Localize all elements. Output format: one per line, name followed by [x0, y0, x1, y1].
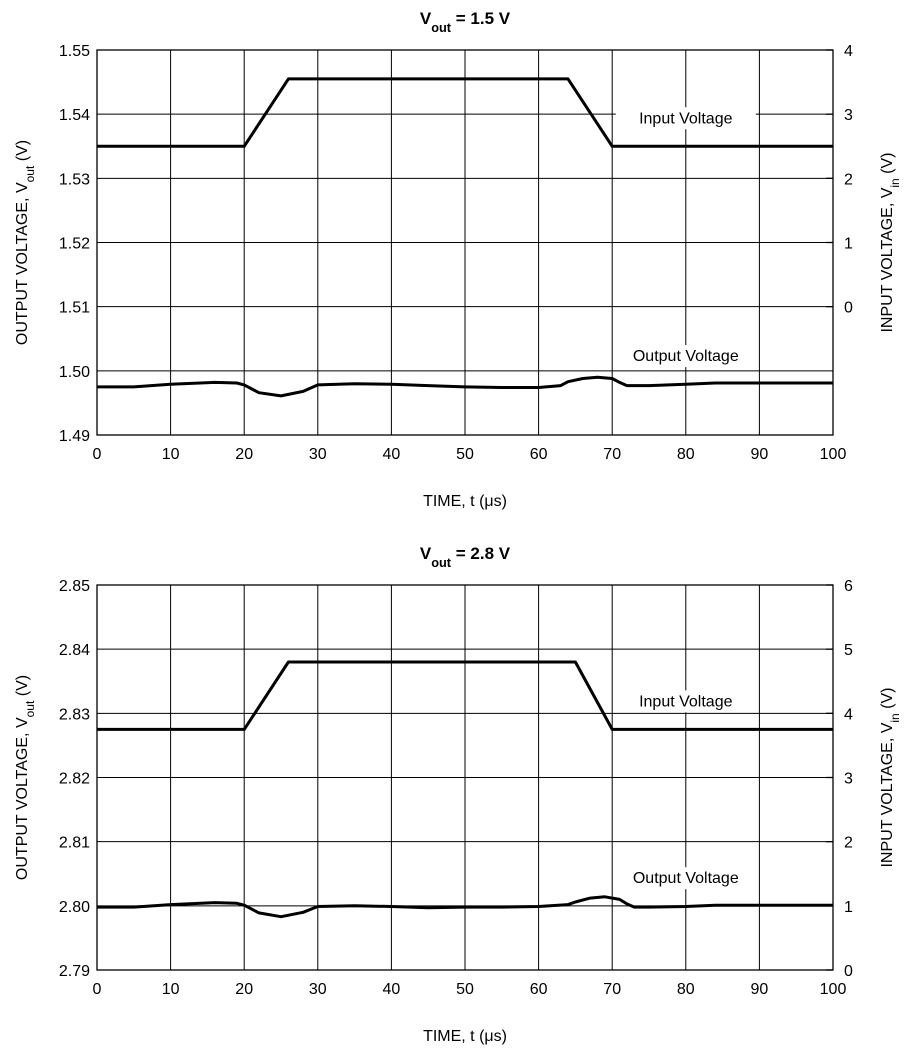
plot-frame [96, 584, 834, 971]
x-tick-label: 90 [751, 446, 769, 463]
label-rest: (V) [879, 152, 896, 178]
series-label-output-voltage: Output Voltage [633, 348, 739, 365]
label-rest: (V) [14, 140, 31, 166]
y-right-tick-label: 2 [844, 171, 853, 188]
y-left-tick-label: 1.52 [59, 236, 90, 253]
y-right-axis-label: INPUT VOLTAGE, Vin (V) [879, 152, 902, 332]
y-left-axis-label: OUTPUT VOLTAGE, Vout (V) [14, 675, 37, 880]
x-tick-label: 60 [530, 446, 548, 463]
chart-title: Vout = 1.5 V [420, 9, 511, 35]
x-tick-label: 20 [235, 446, 253, 463]
series-label-background [615, 345, 756, 368]
y-right-tick-label: 3 [844, 771, 853, 788]
y-right-tick-label: 4 [844, 706, 853, 723]
x-tick-label: 20 [235, 981, 253, 998]
label-rest: (V) [879, 687, 896, 713]
y-right-tick-label: 1 [844, 899, 853, 916]
label-main: INPUT VOLTAGE, V [879, 722, 896, 867]
y-left-tick-label: 2.84 [59, 642, 90, 659]
y-left-tick-label: 2.79 [59, 963, 90, 980]
y-left-tick-label: 2.81 [59, 835, 90, 852]
y-right-tick-label: 6 [844, 578, 853, 595]
label-main: V [420, 544, 432, 563]
y-left-tick-label: 1.49 [59, 428, 90, 445]
label-main: V [420, 9, 432, 28]
x-tick-label: 30 [309, 446, 327, 463]
y-left-tick-label: 2.82 [59, 771, 90, 788]
x-tick-label: 80 [677, 981, 695, 998]
y-left-tick-label: 2.85 [59, 578, 90, 595]
y-left-tick-label: 2.80 [59, 899, 90, 916]
series-label-input-voltage: Input Voltage [639, 693, 733, 710]
x-tick-label: 40 [383, 981, 401, 998]
chart-1: 0 10 20 30 40 50 60 70 80 90 1001.491.501.511.521.… [14, 9, 902, 510]
y-left-tick-label: 1.53 [59, 171, 90, 188]
label-rest: = 2.8 V [451, 544, 511, 563]
series-label-background [615, 690, 756, 713]
y-right-tick-label: 2 [844, 835, 853, 852]
x-tick-label: 70 [603, 981, 621, 998]
x-tick-label: 30 [309, 981, 327, 998]
x-tick-label: 100 [820, 446, 847, 463]
label-subscript: in [888, 713, 902, 722]
x-axis-label: TIME, t (μs) [423, 1028, 507, 1045]
y-right-tick-label: 0 [844, 300, 853, 317]
series-label-output-voltage: Output Voltage [633, 870, 739, 887]
label-main: INPUT VOLTAGE, V [879, 187, 896, 332]
x-tick-label: 50 [456, 446, 474, 463]
y-left-tick-label: 1.55 [59, 43, 90, 60]
y-right-tick-label: 4 [844, 43, 853, 60]
series-label-input-voltage: Input Voltage [639, 110, 733, 127]
x-tick-label: 50 [456, 981, 474, 998]
y-right-tick-label: 3 [844, 107, 853, 124]
x-tick-label: 0 [93, 446, 102, 463]
label-main: OUTPUT VOLTAGE, V [14, 182, 31, 345]
y-right-axis-label: INPUT VOLTAGE, Vin (V) [879, 687, 902, 867]
label-subscript: in [888, 178, 902, 187]
x-tick-label: 0 [93, 981, 102, 998]
label-subscript: out [23, 165, 37, 182]
x-tick-label: 70 [603, 446, 621, 463]
x-tick-label: 80 [677, 446, 695, 463]
y-left-tick-label: 1.51 [59, 300, 90, 317]
x-tick-label: 10 [162, 446, 180, 463]
plot-frame [96, 49, 834, 436]
x-tick-label: 60 [530, 981, 548, 998]
label-rest: (V) [14, 675, 31, 701]
label-subscript: out [431, 555, 452, 570]
y-left-tick-label: 1.54 [59, 107, 90, 124]
y-right-tick-label: 0 [844, 963, 853, 980]
y-right-tick-label: 1 [844, 236, 853, 253]
x-tick-label: 40 [383, 446, 401, 463]
series-label-background [615, 107, 756, 130]
series-output-voltage [97, 375, 833, 398]
x-tick-label: 10 [162, 981, 180, 998]
x-tick-label: 100 [820, 981, 847, 998]
label-subscript: out [23, 700, 37, 717]
series-input-voltage [97, 77, 833, 148]
series-label-background [615, 867, 756, 890]
series-input-voltage [97, 660, 833, 731]
y-right-tick-label: 5 [844, 642, 853, 659]
x-axis-label: TIME, t (μs) [423, 493, 507, 510]
label-main: OUTPUT VOLTAGE, V [14, 717, 31, 880]
chart-2: 0 10 20 30 40 50 60 70 80 90 1002.792.802.812.822.… [14, 544, 902, 1045]
chart-title: Vout = 2.8 V [420, 544, 511, 570]
label-rest: = 1.5 V [451, 9, 511, 28]
y-left-axis-label: OUTPUT VOLTAGE, Vout (V) [14, 140, 37, 345]
y-left-tick-label: 1.50 [59, 364, 90, 381]
series-output-voltage [97, 895, 833, 919]
x-tick-label: 90 [751, 981, 769, 998]
label-subscript: out [431, 20, 452, 35]
y-left-tick-label: 2.83 [59, 706, 90, 723]
